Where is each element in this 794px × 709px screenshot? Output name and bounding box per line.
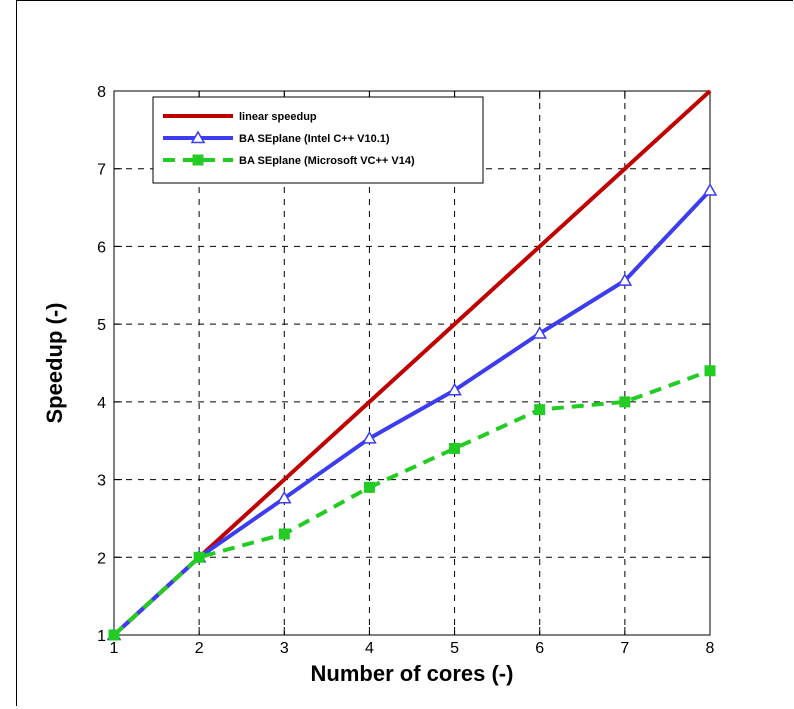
series-3 xyxy=(108,365,716,641)
series-line xyxy=(112,368,711,637)
data-point xyxy=(108,629,120,641)
legend-label: BA SEplane (Microsoft VC++ V14) xyxy=(239,155,415,167)
y-tick-label: 3 xyxy=(97,473,106,490)
legend-marker xyxy=(190,130,206,144)
y-axis-title: Speedup (-) xyxy=(42,303,67,424)
x-tick-label: 3 xyxy=(280,640,289,657)
legend-label: BA SEplane (Intel C++ V10.1) xyxy=(239,133,390,145)
x-tick-label: 8 xyxy=(706,640,715,657)
x-tick-label: 7 xyxy=(620,640,629,657)
series-line xyxy=(112,189,712,637)
data-point xyxy=(278,528,290,540)
legend-entry: linear speedup xyxy=(163,111,317,123)
y-tick-label: 6 xyxy=(97,239,106,256)
legend-marker xyxy=(192,154,204,166)
series-line xyxy=(112,89,712,637)
plot-border xyxy=(113,90,711,636)
y-tick-label: 5 xyxy=(97,317,106,334)
legend-entry: BA SEplane (Intel C++ V10.1) xyxy=(163,130,390,145)
data-point xyxy=(702,182,718,196)
y-tick-label: 4 xyxy=(97,395,106,412)
data-point xyxy=(449,442,461,454)
data-point xyxy=(619,396,631,408)
data-point xyxy=(532,325,548,339)
data-point xyxy=(276,490,292,504)
legend-label: linear speedup xyxy=(239,111,317,123)
data-point xyxy=(534,404,546,416)
data-point xyxy=(193,551,205,563)
series-1 xyxy=(112,89,712,637)
x-tick-label: 4 xyxy=(365,640,374,657)
y-tick-label: 2 xyxy=(97,550,106,567)
y-tick-label: 8 xyxy=(97,84,106,101)
data-point xyxy=(704,365,716,377)
x-tick-label: 1 xyxy=(110,640,119,657)
legend: linear speedup BA SEplane (Intel C++ V10.… xyxy=(152,96,484,184)
x-tick-label: 6 xyxy=(535,640,544,657)
y-tick-label: 1 xyxy=(97,628,106,645)
x-tick-label: 5 xyxy=(450,640,459,657)
legend-entry: BA SEplane (Microsoft VC++ V14) xyxy=(163,154,415,167)
data-point xyxy=(617,273,633,286)
x-tick-label: 2 xyxy=(195,640,204,657)
figure-frame xyxy=(16,0,793,706)
data-point xyxy=(362,430,377,444)
data-point xyxy=(363,481,375,493)
data-point xyxy=(447,382,462,396)
plot-series xyxy=(106,89,718,641)
y-tick-label: 7 xyxy=(97,162,106,179)
x-axis-title: Number of cores (-) xyxy=(311,661,514,686)
